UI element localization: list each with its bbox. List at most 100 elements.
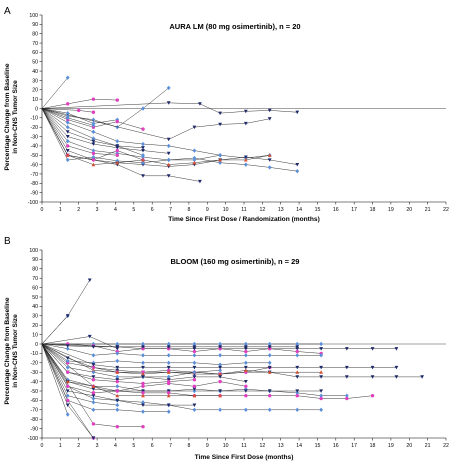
panel-a-data-point	[166, 162, 171, 167]
panel-b-y-tick-label: -90	[31, 426, 39, 432]
panel-b-data-point	[115, 351, 120, 356]
panel-a-x-tick-label: 13	[278, 207, 284, 213]
panel-a-data-point	[141, 148, 145, 153]
panel-a-y-tick-label: -80	[31, 181, 39, 187]
panel-a-plot-area: 1009080706050403020100-10-20-30-40-50-60…	[28, 13, 449, 213]
panel-a-data-point	[192, 160, 197, 165]
panel-b-data-point	[141, 365, 145, 370]
panel-b-data-point	[66, 370, 70, 374]
panel-a-x-tick-label: 2	[77, 207, 80, 213]
panel-b-x-tick-label: 20	[406, 443, 412, 449]
panel-b-data-point	[166, 378, 171, 382]
panel-a-data-point	[91, 142, 96, 146]
panel-b-y-tick-label: 10	[32, 332, 38, 338]
panel-b-series-line	[41, 343, 270, 365]
panel-b-data-point	[295, 389, 300, 393]
panel-b-series-line	[42, 343, 322, 354]
panel-a-data-point	[91, 123, 96, 128]
panel-a-data-point	[115, 98, 119, 102]
panel-a-x-axis-label: Time Since First Dose / Randomization (m…	[168, 216, 320, 223]
panel-a-data-point	[115, 119, 119, 124]
panel-a-data-point	[243, 162, 248, 167]
panel-a-data-point	[267, 158, 272, 162]
panel-b-data-point	[344, 365, 349, 370]
panel-a-y-tick-label: 50	[32, 60, 38, 66]
panel-b-series-line	[41, 343, 397, 368]
panel-b-data-point	[141, 389, 145, 393]
panel-b-data-point	[141, 345, 145, 349]
panel-a-series-line	[41, 77, 68, 109]
panel-a-y-tick-label: 70	[32, 41, 38, 47]
panel-b-data-point	[115, 370, 120, 374]
panel-b-y-tick-label: -80	[31, 417, 39, 423]
panel-a-data-point	[91, 136, 96, 141]
panel-a-data-point	[141, 146, 145, 150]
panel-a-data-point	[141, 160, 145, 165]
panel-b-data-point	[91, 387, 96, 392]
panel-b-data-point	[91, 384, 96, 388]
panel-b-data-point	[267, 345, 272, 349]
panel-b-plot-area: 1009080706050403020100-10-20-30-40-50-60…	[28, 248, 449, 449]
panel-a-data-point	[243, 155, 248, 160]
panel-a-x-tick-label: 10	[223, 207, 229, 213]
panel-b-data-point	[91, 400, 96, 405]
panel-a-y-tick-label: -10	[31, 116, 39, 122]
panel-b-data-point	[115, 358, 120, 364]
panel-b-y-tick-label: 70	[32, 276, 38, 282]
panel-b-data-point	[166, 370, 171, 374]
panel-a-data-point	[295, 163, 300, 167]
panel-b-x-tick-label: 5	[132, 443, 135, 449]
panel-b-data-point	[115, 389, 119, 393]
panel-a-data-point	[77, 108, 81, 113]
panel-b-y-axis-label-line2: in Non-CNS Tumor Size	[12, 314, 19, 388]
panel-b-series-line	[41, 343, 322, 411]
panel-a-data-point	[243, 109, 248, 114]
panel-a-x-tick-label: 11	[241, 207, 246, 213]
panel-a-data-point	[66, 102, 70, 106]
panel-a-series-line	[41, 108, 169, 154]
panel-a-data-point	[218, 122, 223, 127]
panel-a-data-point	[115, 139, 120, 144]
panel-a-data-point	[65, 110, 70, 116]
panel-b-data-point	[295, 347, 300, 351]
panel-b-data-point	[295, 345, 300, 349]
panel-b-y-tick-label: -50	[31, 389, 39, 395]
panel-b-data-point	[243, 347, 248, 351]
panel-b-data-point	[141, 409, 145, 414]
panel-a-y-tick-label: -40	[31, 144, 39, 150]
panel-b-x-tick-label: 11	[241, 443, 246, 449]
panel-a-data-point	[198, 102, 202, 106]
panel-a-data-point	[65, 75, 70, 80]
panel-a-data-point	[243, 121, 248, 126]
panel-b-data-point	[166, 389, 171, 393]
panel-a-data-point	[141, 106, 145, 111]
panel-b-x-tick-label: 12	[259, 443, 265, 449]
panel-b-data-point	[319, 375, 324, 379]
panel-a-data-point	[166, 101, 171, 105]
panel-a-y-tick-label: 100	[29, 13, 38, 19]
panel-b-x-tick-label: 17	[351, 443, 357, 449]
panel-b-data-point	[91, 391, 96, 395]
panel-b-y-tick-label: 20	[32, 323, 38, 329]
panel-a-y-tick-label: 20	[32, 88, 38, 94]
panel-b-data-point	[319, 347, 324, 351]
panel-b-data-point	[319, 353, 324, 358]
panel-b-x-tick-label: 15	[315, 443, 321, 449]
panel-b-data-point	[65, 346, 70, 351]
panel-a-x-tick-label: 19	[388, 207, 394, 213]
panel-b-data-point	[65, 356, 70, 360]
panel-b-data-point	[192, 349, 197, 354]
panel-a-y-axis-label-line2: in Non-CNS Tumor Size	[12, 80, 19, 154]
panel-a-data-point	[65, 139, 70, 144]
panel-b-data-point	[319, 396, 323, 401]
panel-b-y-tick-label: 40	[32, 304, 38, 310]
panel-b-data-point	[394, 347, 399, 351]
panel-a-data-point	[192, 125, 197, 130]
panel-a-y-tick-label: -90	[31, 190, 39, 196]
panel-a-data-point	[91, 151, 96, 156]
panel-b-y-tick-label: 0	[35, 342, 38, 348]
panel-b-x-tick-label: 9	[206, 443, 209, 449]
panel-b-data-point	[115, 365, 120, 370]
panel-b-data-point	[115, 379, 119, 384]
